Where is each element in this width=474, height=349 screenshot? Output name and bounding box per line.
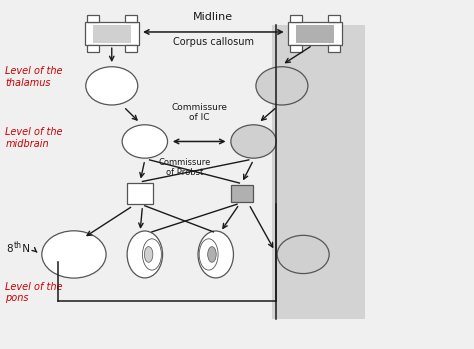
Text: Level of the
pons: Level of the pons (5, 282, 63, 304)
Bar (125, 45, 137, 52)
Bar (127, 183, 153, 204)
Bar (231, 185, 253, 202)
Text: N: N (18, 244, 30, 254)
Text: Level of the
midbrain: Level of the midbrain (5, 127, 63, 149)
Bar (328, 15, 340, 22)
Circle shape (122, 125, 167, 158)
Bar (290, 45, 302, 52)
Ellipse shape (127, 231, 163, 278)
Bar (87, 15, 99, 22)
Text: Corpus callosum: Corpus callosum (173, 37, 254, 47)
Circle shape (277, 235, 329, 274)
Ellipse shape (198, 231, 234, 278)
Text: Commissure
of IC: Commissure of IC (171, 103, 227, 122)
Circle shape (86, 67, 138, 105)
Circle shape (256, 67, 308, 105)
Ellipse shape (208, 247, 216, 262)
Bar (93, 25, 131, 43)
Text: th: th (14, 240, 22, 250)
Ellipse shape (145, 247, 153, 262)
Bar (87, 45, 99, 52)
Circle shape (42, 231, 106, 278)
Bar (84, 22, 139, 45)
Bar (296, 25, 334, 43)
Circle shape (231, 125, 276, 158)
Bar (328, 45, 340, 52)
Bar (125, 15, 137, 22)
Text: Level of the
thalamus: Level of the thalamus (5, 66, 63, 88)
Ellipse shape (143, 239, 161, 270)
Text: Commissure
of Probst: Commissure of Probst (159, 158, 211, 177)
Ellipse shape (199, 239, 218, 270)
Text: 8: 8 (6, 244, 13, 254)
Bar (273, 25, 365, 319)
Text: Midline: Midline (193, 12, 233, 22)
Bar (290, 15, 302, 22)
Bar (288, 22, 342, 45)
